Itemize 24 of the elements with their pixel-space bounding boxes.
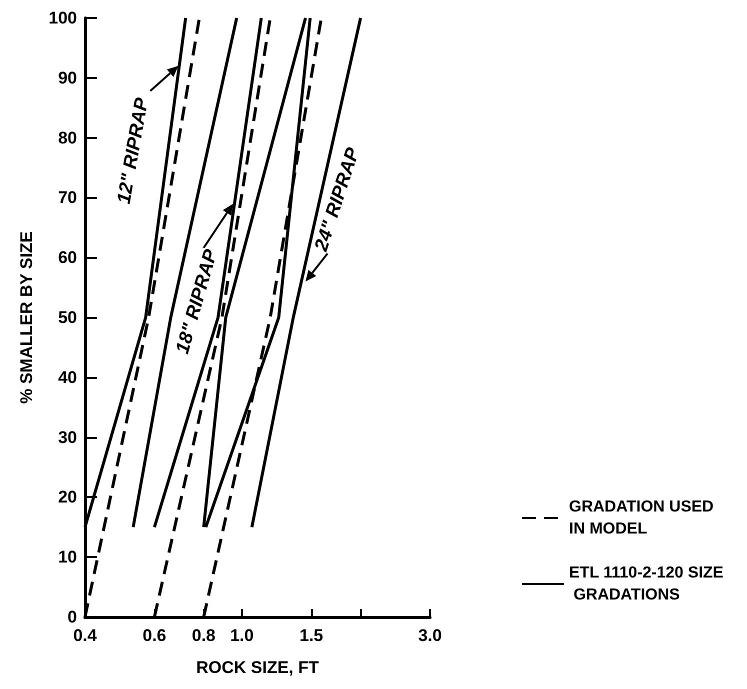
x-tick-label: 0.6 <box>142 626 166 645</box>
annotation: 24" RIPRAP <box>310 145 364 255</box>
y-tick-label: 100 <box>48 8 77 28</box>
x-tick-label: 1.5 <box>299 626 324 645</box>
y-axis-title: % SMALLER BY SIZE <box>17 231 36 404</box>
legend-label: GRADATION USED IN MODEL <box>569 498 718 538</box>
y-tick-label: 0 <box>68 608 77 626</box>
x-tick-label: 3.0 <box>418 626 442 645</box>
legend-label: ETL 1110-2-120 SIZE GRADATIONS <box>569 564 724 604</box>
x-axis-title: ROCK SIZE, FT <box>196 658 320 677</box>
y-tick-label: 30 <box>58 428 77 447</box>
y-tick-label: 10 <box>58 548 77 567</box>
y-tick-label: 20 <box>58 488 77 507</box>
y-tick-label: 70 <box>58 188 77 208</box>
x-tick-label: 0.8 <box>192 626 216 645</box>
y-tick-label: 90 <box>58 68 77 88</box>
annotation: 12" RIPRAP <box>114 96 154 206</box>
y-tick-label: 50 <box>58 308 77 327</box>
y-tick-label: 60 <box>58 248 77 268</box>
annotation: 18" RIPRAP <box>172 246 222 356</box>
y-tick-label: 40 <box>58 368 77 387</box>
y-tick-label: 80 <box>58 128 77 148</box>
x-tick-label: 0.4 <box>73 626 98 645</box>
x-tick-label: 1.0 <box>230 626 254 645</box>
